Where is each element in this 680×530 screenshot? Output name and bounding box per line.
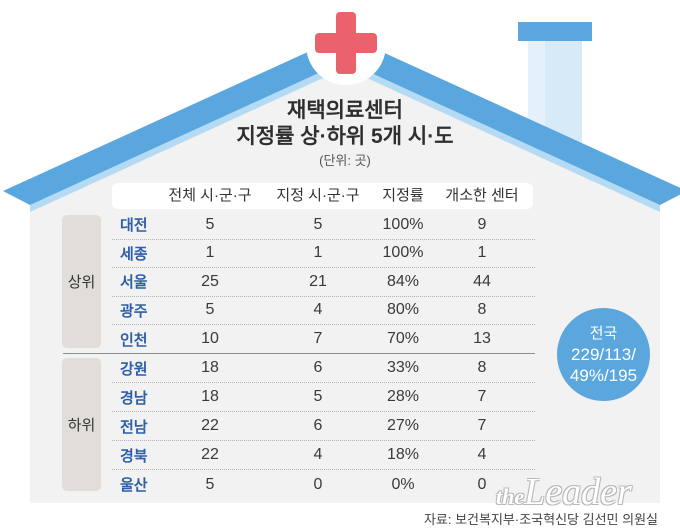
total-count: 5 (205, 475, 215, 493)
designated-count: 0 (313, 475, 323, 493)
table-row: 인천 10 7 70% 13 (112, 325, 535, 354)
designated-count: 4 (313, 446, 323, 463)
total-count: 10 (201, 330, 219, 348)
designation-rate: 84% (386, 272, 420, 290)
table-group-top: 대전 5 5 100% 9 세종 1 1 100% 1 서울 25 21 84%… (112, 211, 535, 354)
table-row: 울산 5 0 0% 0 (112, 470, 535, 499)
table-row: 경북 22 4 18% 4 (112, 441, 535, 470)
title-line-2: 지정률 상·하위 5개 시·도 (236, 125, 454, 148)
table-row: 세종 1 1 100% 1 (112, 240, 535, 268)
centers-count: 9 (477, 215, 487, 233)
group-divider (63, 353, 535, 354)
designated-count: 7 (313, 330, 323, 348)
centers-count: 8 (477, 359, 487, 376)
group-label: 하위 (67, 417, 96, 434)
designated-count: 5 (313, 388, 323, 405)
table-row: 대전 5 5 100% 9 (112, 211, 535, 240)
table-row: 전남 22 6 27% 7 (112, 412, 535, 441)
total-count: 25 (201, 272, 219, 290)
region-name: 전남 (120, 418, 148, 436)
designation-rate: 100% (382, 215, 424, 233)
designated-count: 4 (313, 301, 323, 319)
total-count: 5 (205, 301, 215, 319)
header-centers: 개소한 센터 (445, 187, 519, 204)
national-label: 전국 (589, 324, 618, 342)
table-row: 서울 25 21 84% 44 (112, 268, 535, 297)
designated-count: 21 (309, 272, 327, 290)
total-count: 18 (201, 388, 219, 405)
centers-count: 1 (477, 244, 487, 262)
centers-count: 4 (477, 446, 487, 463)
total-count: 5 (205, 215, 215, 233)
medical-cross-icon (315, 12, 377, 74)
national-values-line-1: 229/113/ (571, 344, 636, 364)
watermark-logo: theLeader (496, 470, 632, 514)
region-name: 세종 (120, 245, 148, 263)
total-count: 22 (201, 446, 219, 463)
table-row: 광주 5 4 80% 8 (112, 297, 535, 325)
header-total: 전체 시·군·구 (168, 187, 252, 204)
centers-count: 8 (477, 301, 487, 319)
region-name: 서울 (120, 274, 148, 292)
designation-rate: 80% (386, 301, 420, 319)
region-name: 경북 (120, 447, 148, 465)
title-line-1: 재택의료센터 (287, 99, 403, 122)
source-note: 자료: 보건복지부·조국혁신당 김선민 의원실 (423, 512, 658, 527)
table-group-bottom: 강원 18 6 33% 8 경남 18 5 28% 7 전남 22 6 27% … (112, 354, 535, 499)
watermark-prefix: the (496, 484, 525, 509)
group-box-bottom: 하위 (62, 358, 101, 491)
designated-count: 6 (313, 417, 323, 434)
house-wall (30, 67, 660, 503)
total-count: 1 (205, 244, 215, 262)
designation-rate: 100% (382, 244, 424, 262)
group-box-top: 상위 (62, 215, 101, 348)
total-count: 18 (201, 359, 219, 376)
unit-label: (단위: 곳) (319, 153, 371, 168)
designation-rate: 0% (391, 475, 415, 493)
designation-rate: 28% (386, 388, 420, 405)
header-rate: 지정률 (382, 187, 424, 204)
designation-rate: 33% (386, 359, 420, 376)
region-name: 경남 (120, 389, 148, 407)
designation-rate: 18% (386, 446, 420, 463)
region-name: 인천 (120, 331, 148, 349)
centers-count: 13 (473, 330, 491, 348)
region-name: 대전 (120, 217, 148, 235)
centers-count: 44 (473, 272, 491, 290)
designated-count: 1 (313, 244, 323, 262)
region-name: 울산 (120, 477, 148, 494)
designation-rate: 27% (386, 417, 420, 434)
designated-count: 6 (313, 359, 323, 376)
group-label: 상위 (67, 274, 96, 291)
centers-count: 0 (477, 475, 487, 493)
region-name: 강원 (120, 360, 148, 378)
national-values-line-2: 49%/195 (569, 365, 638, 385)
region-name: 광주 (120, 302, 148, 320)
designation-rate: 70% (386, 330, 420, 348)
centers-count: 7 (477, 388, 487, 405)
national-summary-badge: 전국 229/113/ 49%/195 (557, 308, 650, 401)
total-count: 22 (201, 417, 219, 434)
table-row: 경남 18 5 28% 7 (112, 383, 535, 412)
designated-count: 5 (313, 215, 323, 233)
table-row: 강원 18 6 33% 8 (112, 354, 535, 383)
header-designated: 지정 시·군·구 (276, 187, 360, 204)
watermark-main: Leader (524, 471, 632, 513)
centers-count: 7 (477, 417, 487, 434)
table-header: 전체 시·군·구 지정 시·군·구 지정률 개소한 센터 (112, 183, 533, 209)
